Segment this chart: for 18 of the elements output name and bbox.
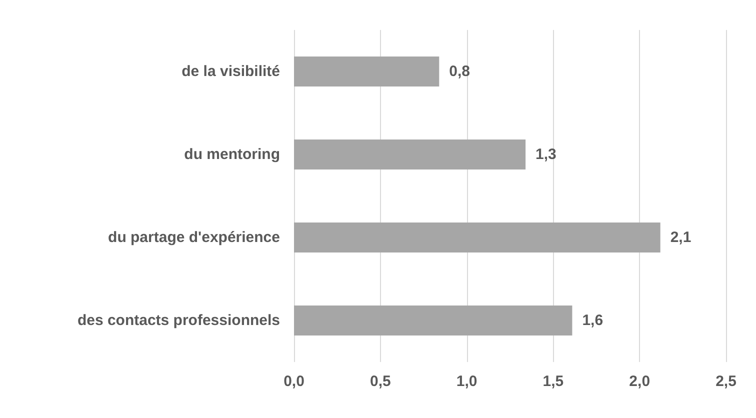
bar: [294, 140, 526, 170]
data-label: 1,3: [536, 146, 556, 163]
x-tick-label: 0,5: [370, 373, 391, 390]
data-label: 1,6: [582, 312, 604, 329]
y-tick-label: du mentoring: [184, 146, 280, 163]
x-tick-label: 1,0: [456, 373, 478, 390]
x-tick-label: 1,5: [542, 373, 564, 390]
bar: [294, 222, 660, 252]
data-label: 2,1: [670, 229, 692, 246]
y-tick-label: du partage d'expérience: [108, 229, 280, 246]
x-tick-label: 2,5: [716, 373, 736, 390]
y-tick-label: de la visibilité: [182, 63, 280, 80]
bar: [294, 306, 572, 336]
x-tick-label: 0,0: [284, 373, 304, 390]
x-tick-label: 2,0: [629, 373, 650, 390]
data-label: 0,8: [449, 63, 470, 80]
y-tick-label: des contacts professionnels: [77, 312, 280, 329]
bar: [294, 56, 440, 86]
